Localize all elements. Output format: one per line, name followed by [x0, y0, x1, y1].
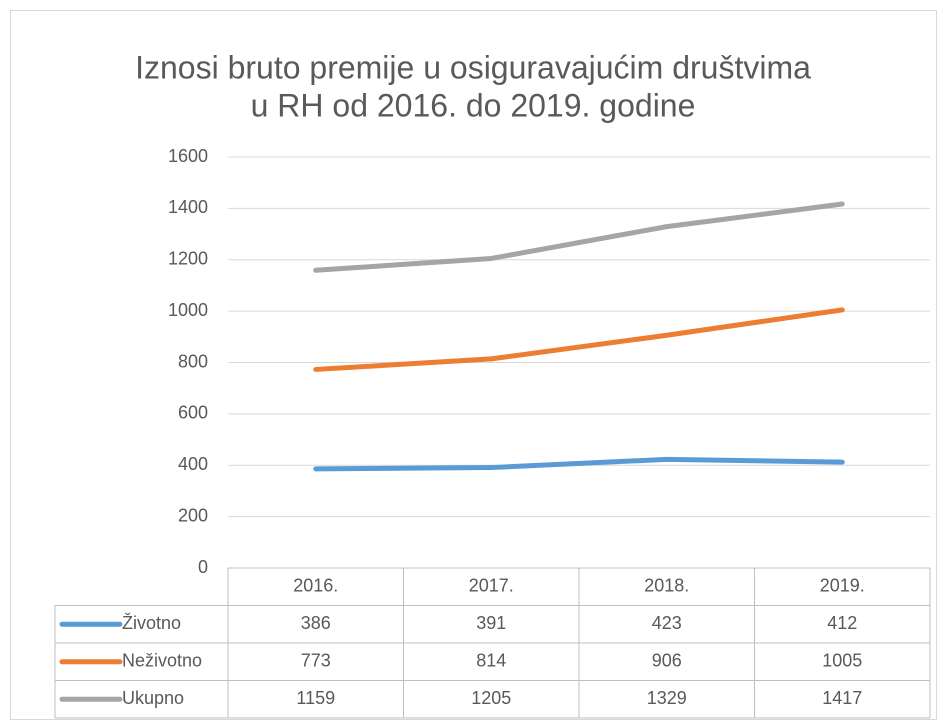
- table-value: 1159: [296, 688, 335, 708]
- chart-title: Iznosi bruto premije u osiguravajućim dr…: [135, 49, 811, 85]
- x-tick-label: 2017.: [469, 576, 514, 596]
- table-value: 1329: [647, 688, 687, 708]
- y-tick-label: 1000: [168, 300, 208, 320]
- chart-border: [10, 10, 937, 720]
- table-value: 773: [301, 651, 331, 671]
- series-line: [313, 201, 845, 273]
- table-value: 386: [301, 613, 331, 633]
- table-value: 814: [476, 651, 506, 671]
- y-tick-label: 1600: [168, 146, 208, 166]
- y-tick-label: 1400: [168, 197, 208, 217]
- x-tick-label: 2016.: [293, 576, 338, 596]
- table-value: 412: [827, 613, 857, 633]
- legend-label: Ukupno: [122, 688, 184, 708]
- table-value: 1005: [822, 651, 862, 671]
- table-value: 423: [652, 613, 682, 633]
- x-tick-label: 2018.: [644, 576, 689, 596]
- y-tick-label: 800: [178, 351, 208, 371]
- table-value: 1417: [822, 688, 862, 708]
- legend-label: Životno: [122, 613, 181, 633]
- legend-label: Neživotno: [122, 651, 202, 671]
- y-tick-label: 400: [178, 454, 208, 474]
- series-line: [313, 456, 845, 472]
- x-tick-label: 2019.: [820, 576, 865, 596]
- chart-title: u RH od 2016. do 2019. godine: [251, 87, 696, 123]
- series-line: [313, 307, 845, 372]
- y-tick-label: 0: [198, 557, 208, 577]
- table-value: 906: [652, 651, 682, 671]
- y-tick-label: 1200: [168, 249, 208, 269]
- table-value: 1205: [471, 688, 511, 708]
- y-tick-label: 200: [178, 505, 208, 525]
- y-tick-label: 600: [178, 403, 208, 423]
- table-value: 391: [476, 613, 506, 633]
